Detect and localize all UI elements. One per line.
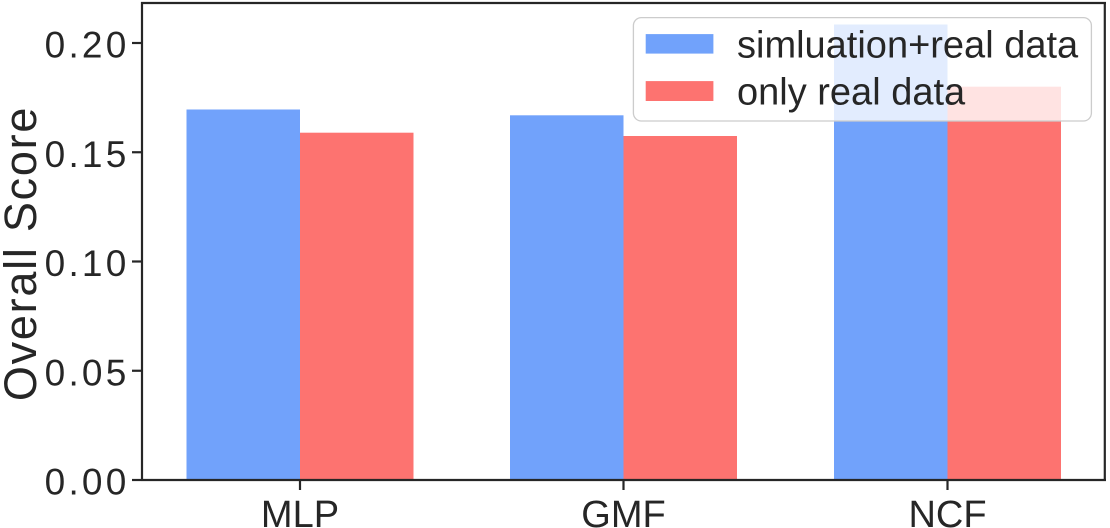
svg-text:only real data: only real data (737, 72, 966, 114)
svg-text:0.00: 0.00 (45, 462, 130, 503)
svg-text:NCF: NCF (908, 494, 986, 528)
svg-text:0.10: 0.10 (45, 243, 130, 284)
svg-text:MLP: MLP (261, 494, 339, 528)
svg-text:0.05: 0.05 (45, 352, 130, 393)
svg-text:Overall Score: Overall Score (0, 106, 46, 401)
svg-text:GMF: GMF (581, 494, 665, 528)
svg-text:simluation+real data: simluation+real data (737, 25, 1079, 67)
svg-text:0.15: 0.15 (45, 134, 130, 175)
svg-text:0.20: 0.20 (45, 25, 130, 66)
